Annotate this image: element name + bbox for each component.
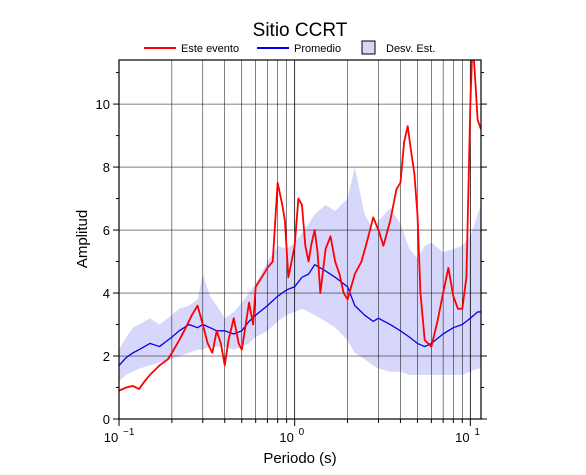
chart-title: Sitio CCRT [253, 20, 348, 41]
y-tick-label: 4 [103, 286, 110, 301]
legend-swatch-band [361, 40, 376, 55]
y-tick-label: 2 [103, 349, 110, 364]
legend-label-event: Este evento [181, 43, 239, 55]
series-line-event [119, 60, 481, 392]
y-tick-label: 10 [96, 97, 110, 112]
series-line-average [119, 264, 481, 366]
x-tick-label: 10 [455, 430, 469, 445]
legend-label-band: Desv. Est. [386, 43, 435, 55]
y-tick-label: 6 [103, 223, 110, 238]
y-tick-label: 0 [103, 412, 110, 427]
x-tick-label: 10 [104, 430, 118, 445]
y-tick-label: 8 [103, 160, 110, 175]
x-tick-label: 10 [279, 430, 293, 445]
y-axis-label: Amplitud [74, 210, 91, 268]
legend: Este evento Promedio Desv. Est. [144, 40, 435, 55]
legend-label-average: Promedio [294, 43, 341, 55]
x-axis-label: Periodo (s) [263, 450, 336, 467]
x-tick-label-exponent: −1 [123, 427, 135, 438]
plot-frame [118, 59, 482, 420]
x-tick-label-exponent: 1 [474, 427, 480, 438]
x-tick-label-exponent: 0 [299, 427, 305, 438]
